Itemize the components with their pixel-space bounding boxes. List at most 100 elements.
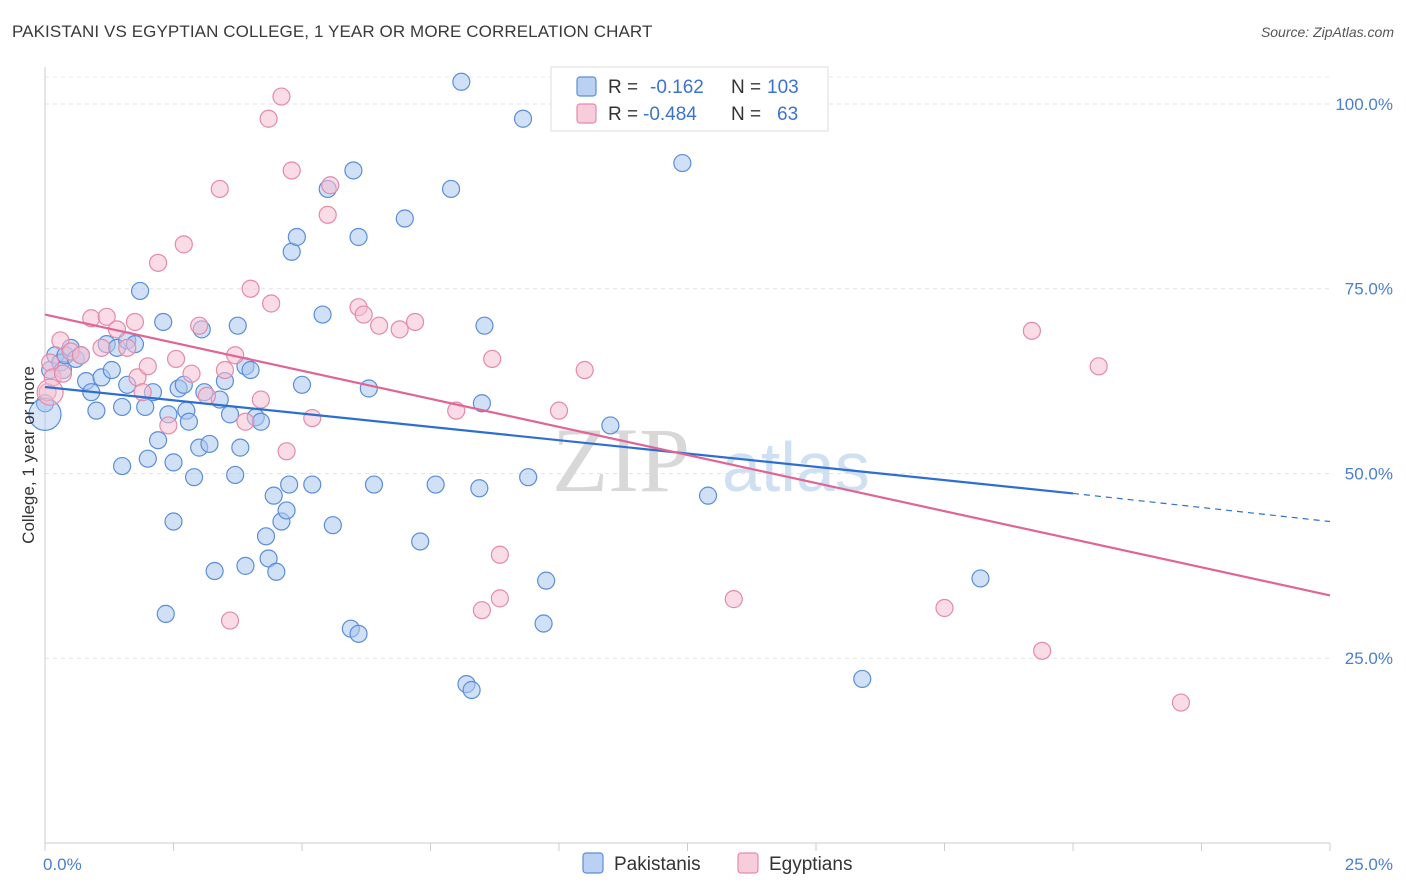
legend-r-value-2: -0.484 bbox=[643, 104, 697, 125]
pakistani-point bbox=[241, 360, 260, 380]
pakistani-point bbox=[462, 680, 481, 700]
egyptian-point bbox=[182, 364, 201, 383]
egyptian-point bbox=[321, 176, 340, 195]
egyptian-point bbox=[490, 545, 509, 564]
egyptian-point bbox=[483, 349, 502, 369]
pakistani-point bbox=[475, 316, 494, 335]
egyptian-point bbox=[241, 279, 260, 298]
series-legend-swatch-pakistanis bbox=[582, 852, 604, 874]
y-tick-label: 75.0% bbox=[1345, 280, 1393, 299]
egyptian-point bbox=[724, 590, 743, 609]
legend-n-value-1: 103 bbox=[767, 77, 799, 98]
egyptian-point bbox=[159, 416, 178, 435]
pakistani-point bbox=[164, 453, 183, 472]
egyptian-point bbox=[210, 179, 229, 199]
pakistani-point bbox=[452, 72, 471, 91]
egyptians-points bbox=[36, 87, 1191, 712]
legend-swatch-egyptians bbox=[576, 103, 597, 124]
pakistani-point bbox=[112, 456, 132, 476]
egyptian-point bbox=[282, 161, 301, 180]
pakistani-point bbox=[179, 412, 199, 431]
pakistani-point bbox=[102, 360, 121, 380]
egyptian-point bbox=[575, 360, 594, 380]
egyptian-point bbox=[125, 312, 145, 332]
pakistani-point bbox=[228, 316, 247, 335]
y-tick-label: 50.0% bbox=[1345, 464, 1393, 483]
egyptian-point bbox=[354, 305, 373, 324]
egyptian-point bbox=[1171, 693, 1191, 712]
legend-r-label-2: R = bbox=[608, 104, 638, 125]
pakistani-point bbox=[200, 434, 219, 454]
pakistani-point bbox=[470, 479, 489, 498]
egyptian-point bbox=[251, 390, 270, 409]
egyptian-point bbox=[92, 338, 111, 357]
pakistani-point bbox=[277, 501, 296, 520]
legend-n-label-1: N = bbox=[731, 77, 761, 98]
egyptian-point bbox=[262, 294, 281, 313]
pakistani-point bbox=[280, 475, 299, 494]
egyptian-point bbox=[51, 331, 70, 350]
pakistani-point bbox=[426, 475, 445, 494]
y-axis-title: College, 1 year or more bbox=[19, 366, 38, 544]
pakistani-point bbox=[601, 416, 620, 435]
y-tick-label: 100.0% bbox=[1335, 95, 1393, 114]
legend-r-label-1: R = bbox=[608, 77, 638, 98]
egyptian-point bbox=[259, 109, 278, 128]
pakistani-point bbox=[130, 281, 150, 301]
egyptian-point bbox=[272, 87, 291, 106]
egyptian-point bbox=[490, 589, 509, 608]
pakistani-point bbox=[395, 209, 414, 228]
axes bbox=[44, 67, 1331, 851]
egyptian-point bbox=[71, 346, 91, 365]
x-tick-label: 25.0% bbox=[1345, 855, 1393, 874]
pakistani-point bbox=[87, 401, 106, 420]
pakistani-point bbox=[184, 468, 204, 487]
stats-legend-frame bbox=[550, 66, 829, 132]
egyptian-point bbox=[220, 611, 240, 630]
pakistani-point bbox=[287, 227, 306, 247]
egyptian-point bbox=[935, 598, 954, 618]
series-legend-label-pakistanis: Pakistanis bbox=[614, 854, 701, 875]
egyptian-point bbox=[118, 338, 137, 357]
pakistani-point bbox=[205, 561, 224, 581]
pakistani-point bbox=[236, 556, 255, 575]
pakistani-point bbox=[349, 227, 368, 247]
pakistani-point bbox=[264, 486, 283, 505]
pakistani-point bbox=[292, 375, 312, 394]
egyptian-point bbox=[1033, 641, 1052, 660]
egyptian-point bbox=[1022, 321, 1041, 340]
pakistani-point bbox=[472, 394, 491, 413]
legend-swatch-pakistanis bbox=[576, 76, 597, 97]
pakistani-point bbox=[220, 405, 240, 424]
pakistanis-trend-line bbox=[44, 385, 1074, 495]
x-tick-label: 0.0% bbox=[43, 855, 82, 874]
pakistani-point bbox=[156, 604, 175, 623]
series-legend-swatch-egyptians bbox=[737, 852, 759, 874]
pakistani-point bbox=[971, 569, 990, 588]
legend-n-value-2: 63 bbox=[777, 104, 798, 125]
egyptian-point bbox=[303, 408, 322, 428]
pakistani-point bbox=[364, 475, 384, 494]
egyptian-point bbox=[277, 442, 296, 461]
pakistani-point bbox=[164, 512, 183, 531]
pakistani-point bbox=[256, 527, 276, 546]
watermark-zip: ZIP bbox=[552, 409, 690, 511]
egyptian-point bbox=[97, 307, 116, 326]
y-tick-label: 25.0% bbox=[1345, 649, 1393, 668]
pakistani-point bbox=[359, 379, 378, 398]
series-legend-label-egyptians: Egyptians bbox=[769, 854, 852, 875]
pakistanis-trend-extension bbox=[1072, 492, 1331, 523]
egyptian-point bbox=[390, 320, 409, 339]
trend-lines bbox=[44, 313, 1331, 597]
egyptian-point bbox=[36, 378, 64, 406]
pakistani-point bbox=[411, 532, 430, 551]
egyptian-point bbox=[53, 364, 73, 383]
pakistani-point bbox=[513, 109, 533, 128]
pakistani-point bbox=[698, 486, 718, 505]
egyptians-trend-line bbox=[44, 313, 1331, 597]
pakistani-point bbox=[148, 431, 168, 450]
pakistani-point bbox=[673, 153, 692, 173]
pakistani-point bbox=[323, 516, 342, 535]
egyptian-point bbox=[174, 235, 193, 254]
